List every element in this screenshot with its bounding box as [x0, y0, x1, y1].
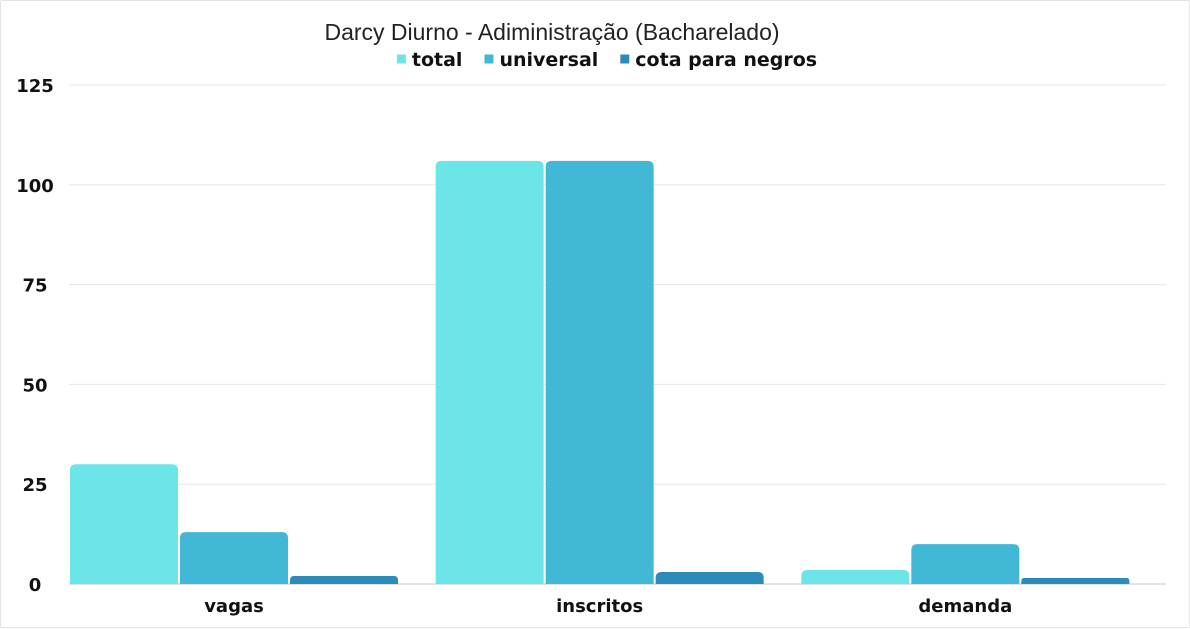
- x-category-label: vagas: [204, 596, 264, 617]
- bar-cota-para-negros-vagas: [290, 576, 398, 584]
- bar-total-vagas: [70, 464, 178, 584]
- y-tick-label: 100: [16, 176, 54, 197]
- legend-label: cota para negros: [635, 49, 817, 71]
- legend-swatch-total: [396, 54, 406, 64]
- y-tick-label: 25: [22, 475, 47, 496]
- bar-universal-inscritos: [545, 160, 654, 584]
- legend-swatch-universal: [484, 54, 494, 64]
- x-category-label: inscritos: [556, 596, 643, 617]
- bar-total-inscritos: [435, 160, 544, 584]
- y-tick-label: 0: [29, 575, 42, 596]
- bar-total-demanda: [801, 570, 910, 584]
- chart-title: Darcy Diurno - Adiministração (Bacharela…: [324, 19, 779, 45]
- bar-universal-demanda: [911, 544, 1020, 584]
- legend-label: total: [412, 49, 463, 71]
- legend-swatch-cota-para-negros: [620, 54, 630, 64]
- bar-cota-para-negros-demanda: [1021, 578, 1130, 584]
- y-axis: 0 25 50 75 100 125: [16, 76, 54, 596]
- legend: total universal cota para negros: [396, 49, 817, 71]
- y-tick-label: 75: [22, 276, 47, 297]
- y-tick-label: 125: [16, 76, 54, 97]
- bars: [70, 160, 1130, 584]
- legend-label: universal: [499, 49, 598, 71]
- bar-universal-vagas: [180, 532, 288, 584]
- x-category-label: demanda: [918, 596, 1012, 617]
- bar-cota-para-negros-inscritos: [655, 572, 764, 584]
- y-tick-label: 50: [22, 375, 47, 396]
- x-axis: vagas inscritos demanda: [204, 596, 1012, 617]
